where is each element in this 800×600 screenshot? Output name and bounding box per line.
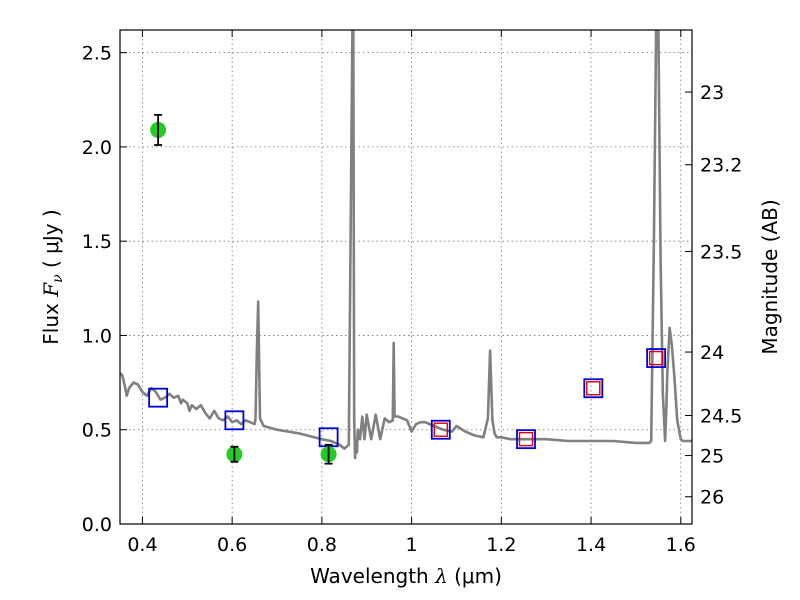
- y-tick-label: 1.0: [82, 325, 112, 347]
- red-square-marker: [433, 422, 448, 437]
- x-tick-label: 0.8: [307, 534, 337, 556]
- y-tick-label: 0.5: [82, 420, 112, 442]
- x-tick-label: 1.6: [666, 534, 696, 556]
- y2-tick-label: 23.2: [700, 155, 742, 177]
- y2-tick-label: 23.5: [700, 241, 742, 263]
- blue-square-marker: [430, 419, 451, 440]
- y-axis-label: Flux Fν ( μJy ): [39, 209, 66, 344]
- x-tick-label: 1: [406, 534, 418, 556]
- y2-axis-label: Magnitude (AB): [758, 199, 782, 354]
- x-axis-label: Wavelength λ (μm): [310, 564, 502, 588]
- blue-square-marker: [516, 429, 536, 450]
- y2-tick-label: 26: [700, 487, 724, 509]
- x-tick-label: 0.6: [217, 534, 247, 556]
- y2-tick-label: 24: [700, 342, 724, 364]
- red-square-marker: [518, 431, 534, 447]
- x-tick-label: 1.4: [576, 534, 606, 556]
- photometry-markers: [148, 113, 667, 465]
- blue-square-marker: [583, 378, 604, 399]
- red-square-marker: [586, 381, 601, 396]
- x-tick-label: 0.4: [127, 534, 157, 556]
- plot-frame: [119, 29, 693, 525]
- y2-tick-label: 23: [700, 82, 724, 104]
- blue-square-marker: [646, 348, 667, 368]
- y2-tick-label: 25: [700, 446, 724, 468]
- y2-tick-label: 24.5: [700, 406, 742, 428]
- plot-area: [120, 30, 692, 524]
- blue-square-marker: [224, 410, 245, 431]
- model-spectrum-line: [120, 30, 692, 460]
- blue-square-marker: [148, 387, 169, 408]
- red-square-marker: [648, 350, 664, 366]
- y-tick-label: 2.0: [82, 137, 112, 159]
- y-tick-label: 1.5: [82, 231, 112, 253]
- x-tick-label: 1.2: [486, 534, 516, 556]
- y-tick-label: 2.5: [82, 43, 112, 65]
- axis-ticks: 0.4 0.6 0.8 1 1.2 1.4 1.6 0.0 0.5 1.0 1.5 2.0 2.5 23 2…: [82, 30, 742, 556]
- y-tick-label: 0.0: [82, 514, 112, 536]
